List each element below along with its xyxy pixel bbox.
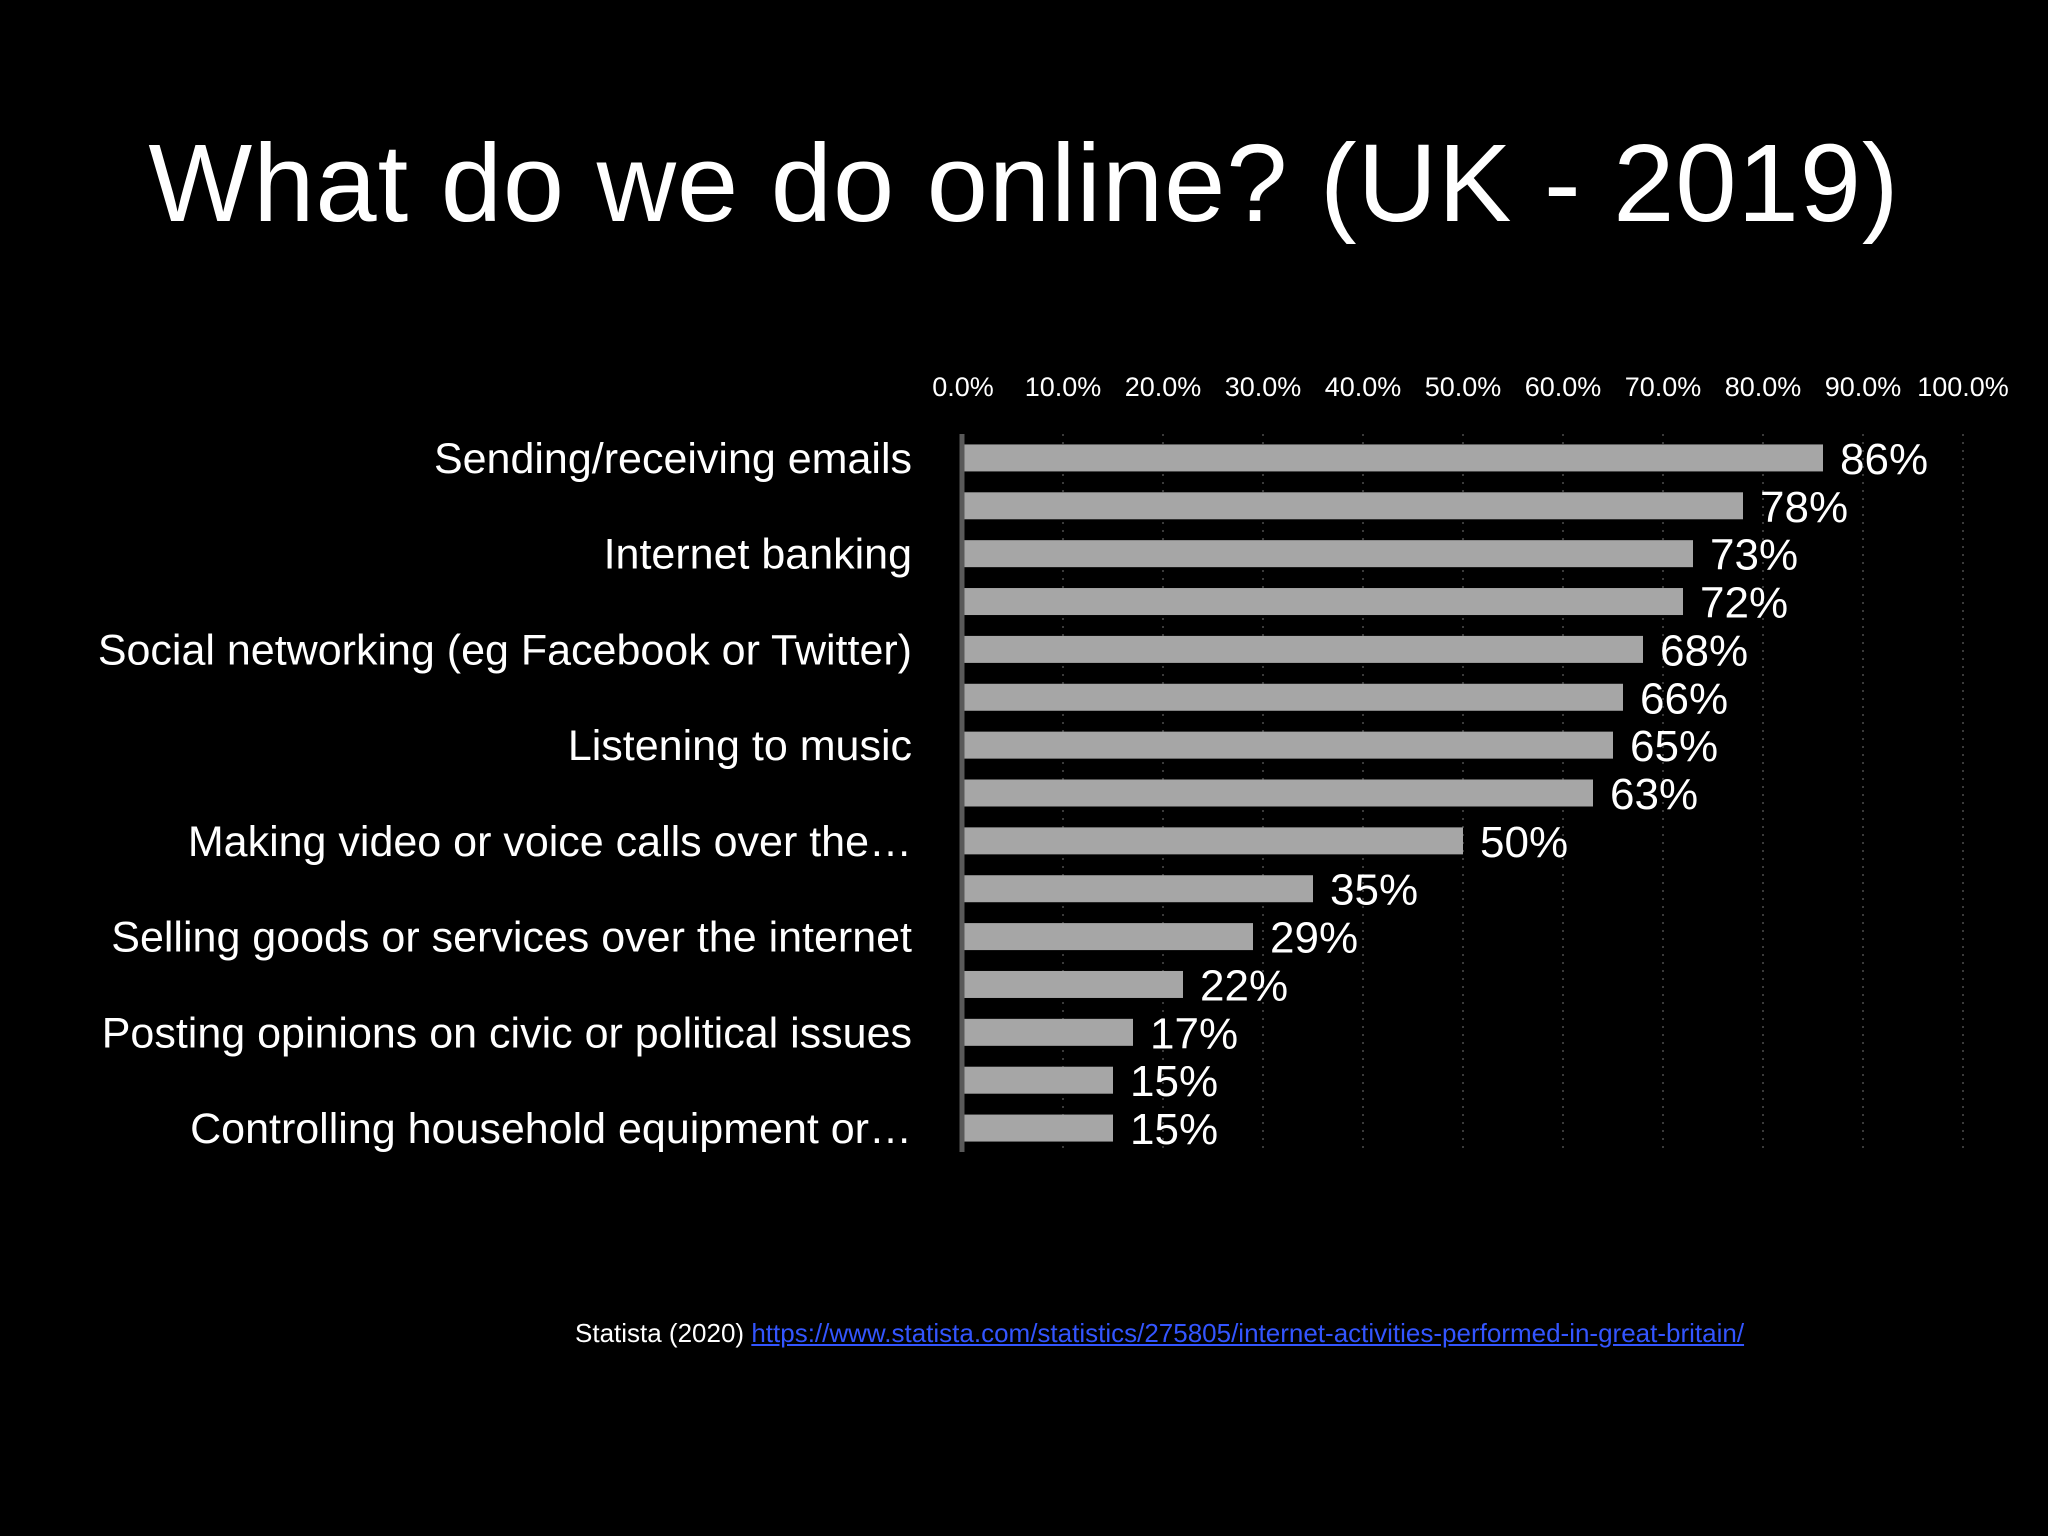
data-label: 17%: [1150, 1009, 1238, 1058]
bar: [963, 635, 1643, 663]
data-label: 15%: [1130, 1057, 1218, 1106]
x-tick-label: 20.0%: [1125, 372, 1202, 402]
category-label: Posting opinions on civic or political i…: [102, 1009, 912, 1057]
bar: [963, 540, 1693, 568]
bar: [963, 588, 1683, 616]
category-label: Social networking (eg Facebook or Twitte…: [98, 626, 912, 674]
bar: [963, 444, 1823, 472]
data-label: 78%: [1760, 483, 1848, 532]
data-label: 29%: [1270, 914, 1358, 963]
category-label: Internet banking: [604, 531, 912, 579]
data-label: 35%: [1330, 866, 1418, 915]
data-label: 22%: [1200, 961, 1288, 1010]
bar: [963, 492, 1743, 520]
category-label: Sending/receiving emails: [434, 435, 912, 483]
x-tick-label: 50.0%: [1425, 372, 1502, 402]
source-citation: Statista (2020) https://www.statista.com…: [575, 1318, 1744, 1349]
bar: [963, 779, 1593, 807]
category-label: Selling goods or services over the inter…: [111, 914, 912, 962]
data-label: 15%: [1130, 1105, 1218, 1154]
bar: [963, 827, 1463, 855]
x-tick-label: 0.0%: [932, 372, 994, 402]
bar: [963, 875, 1313, 903]
x-tick-label: 80.0%: [1725, 372, 1802, 402]
bar: [963, 683, 1623, 711]
slide-title: What do we do online? (UK - 2019): [148, 122, 1900, 245]
category-label: Listening to music: [568, 722, 912, 770]
x-tick-label: 30.0%: [1225, 372, 1302, 402]
data-label: 68%: [1660, 626, 1748, 675]
x-tick-label: 10.0%: [1025, 372, 1102, 402]
bar: [963, 1114, 1113, 1142]
bar: [963, 1066, 1113, 1094]
x-tick-label: 100.0%: [1917, 372, 2009, 402]
bars: [963, 444, 1823, 1142]
bar: [963, 731, 1613, 759]
data-label: 65%: [1630, 722, 1718, 771]
x-tick-label: 40.0%: [1325, 372, 1402, 402]
bar: [963, 923, 1253, 951]
data-label: 63%: [1610, 770, 1698, 819]
category-labels: Sending/receiving emails Internet banking…: [98, 435, 912, 1153]
bar: [963, 1018, 1133, 1046]
data-label: 66%: [1640, 674, 1728, 723]
x-tick-label: 90.0%: [1825, 372, 1902, 402]
x-tick-label: 70.0%: [1625, 372, 1702, 402]
data-label: 86%: [1840, 435, 1928, 484]
x-axis-tick-labels: 0.0% 10.0% 20.0% 30.0% 40.0% 50.0% 60.0% 70.0% 8…: [932, 372, 2009, 402]
data-label: 50%: [1480, 818, 1568, 867]
category-label: Making video or voice calls over the…: [188, 818, 912, 866]
data-label: 73%: [1710, 531, 1798, 580]
data-labels: 86%78%73%72%68%66%65%63%50%35%29%22%17%1…: [1130, 435, 1928, 1154]
source-link[interactable]: https://www.statista.com/statistics/2758…: [751, 1318, 1745, 1348]
bar: [963, 970, 1183, 998]
data-label: 72%: [1700, 579, 1788, 628]
x-tick-label: 60.0%: [1525, 372, 1602, 402]
source-text: Statista (2020): [575, 1318, 745, 1348]
category-label: Controlling household equipment or…: [190, 1105, 912, 1153]
